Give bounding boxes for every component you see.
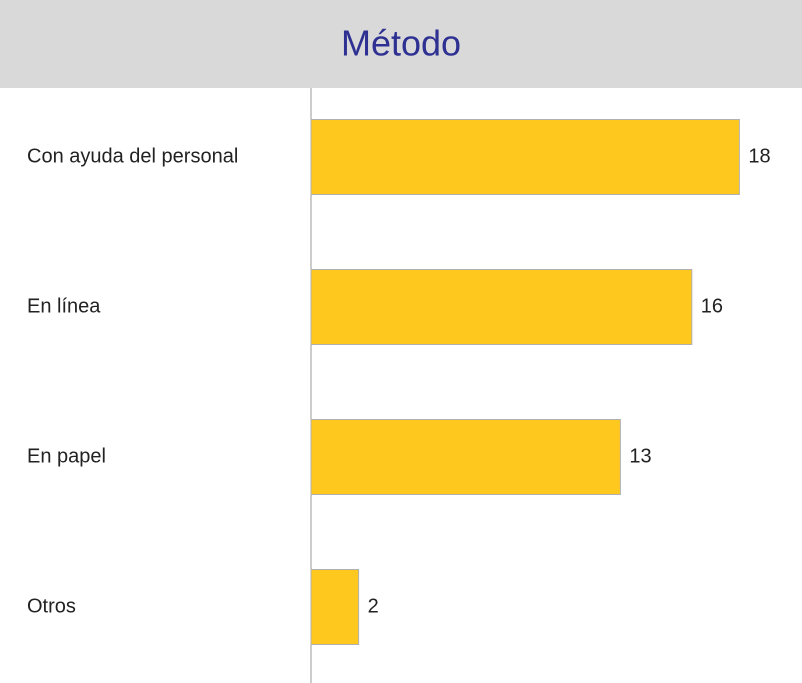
- bar: [310, 419, 621, 495]
- category-label: En línea: [27, 295, 101, 317]
- value-label: 2: [368, 595, 379, 617]
- bar: [310, 569, 360, 645]
- title-band: [0, 0, 802, 88]
- bar: [310, 119, 740, 195]
- chart-title: Método: [341, 23, 461, 64]
- category-label: Otros: [27, 595, 76, 617]
- category-label: Con ayuda del personal: [27, 145, 238, 167]
- value-label: 13: [629, 445, 651, 467]
- bar: [310, 269, 693, 345]
- value-label: 18: [748, 145, 770, 167]
- value-label: 16: [701, 295, 723, 317]
- category-label: En papel: [27, 445, 106, 467]
